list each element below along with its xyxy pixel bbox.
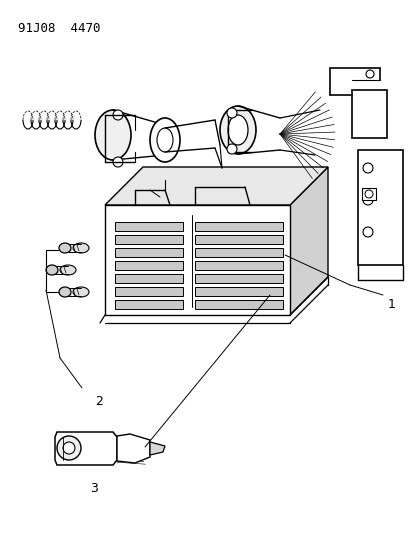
- Ellipse shape: [59, 243, 71, 253]
- Ellipse shape: [362, 163, 372, 173]
- Ellipse shape: [362, 195, 372, 205]
- Ellipse shape: [73, 243, 89, 253]
- Polygon shape: [150, 442, 165, 455]
- Ellipse shape: [57, 436, 81, 460]
- Ellipse shape: [150, 118, 180, 162]
- Ellipse shape: [95, 110, 131, 160]
- Bar: [195, 274, 282, 283]
- Ellipse shape: [113, 157, 123, 167]
- Ellipse shape: [364, 190, 372, 198]
- Text: 1: 1: [387, 298, 395, 311]
- Ellipse shape: [226, 144, 236, 154]
- Ellipse shape: [157, 128, 173, 152]
- Bar: [351, 90, 386, 138]
- Ellipse shape: [365, 70, 373, 78]
- Text: 3: 3: [90, 482, 97, 495]
- Bar: [357, 150, 402, 265]
- Bar: [115, 261, 183, 270]
- Bar: [115, 300, 183, 309]
- Ellipse shape: [73, 287, 89, 297]
- Ellipse shape: [226, 108, 236, 118]
- Bar: [195, 248, 282, 257]
- Bar: [115, 222, 183, 231]
- Ellipse shape: [362, 227, 372, 237]
- Ellipse shape: [228, 115, 247, 145]
- Bar: [195, 300, 282, 309]
- Ellipse shape: [113, 110, 123, 120]
- Text: 2: 2: [95, 395, 102, 408]
- Ellipse shape: [59, 287, 71, 297]
- Ellipse shape: [219, 106, 255, 154]
- Bar: [115, 235, 183, 244]
- Bar: [195, 261, 282, 270]
- Bar: [115, 274, 183, 283]
- Ellipse shape: [63, 442, 75, 454]
- Bar: [115, 248, 183, 257]
- Bar: [115, 287, 183, 296]
- Polygon shape: [289, 167, 327, 315]
- Bar: [195, 222, 282, 231]
- Bar: [195, 287, 282, 296]
- Bar: [105, 205, 289, 315]
- Polygon shape: [55, 432, 117, 465]
- Ellipse shape: [46, 265, 58, 275]
- Polygon shape: [105, 167, 327, 205]
- Text: 91J08  4470: 91J08 4470: [18, 22, 100, 35]
- Bar: [195, 235, 282, 244]
- Polygon shape: [117, 434, 150, 463]
- Bar: [361, 188, 375, 200]
- Ellipse shape: [60, 265, 76, 275]
